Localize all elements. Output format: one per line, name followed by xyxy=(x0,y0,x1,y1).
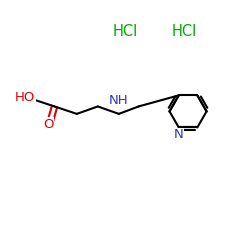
Text: NH: NH xyxy=(109,94,129,107)
Text: HO: HO xyxy=(15,90,36,104)
Text: HCl: HCl xyxy=(112,24,138,38)
Text: HCl: HCl xyxy=(172,24,197,38)
Text: N: N xyxy=(174,128,184,141)
Text: O: O xyxy=(43,118,54,131)
